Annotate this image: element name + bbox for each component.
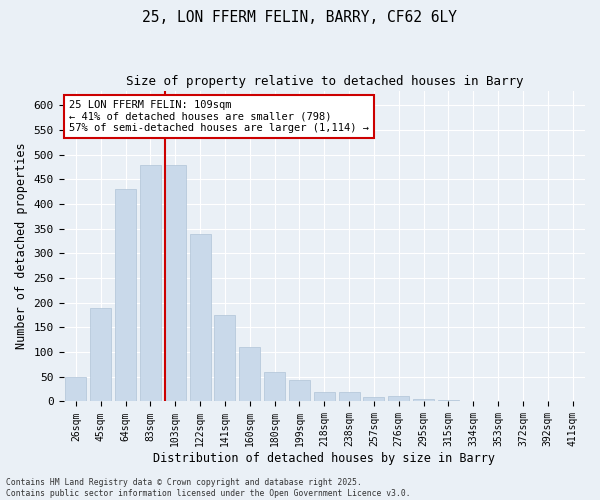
- Bar: [338, 392, 359, 402]
- Bar: [165, 164, 186, 402]
- Bar: [314, 392, 335, 402]
- Text: Contains HM Land Registry data © Crown copyright and database right 2025.
Contai: Contains HM Land Registry data © Crown c…: [6, 478, 410, 498]
- Bar: [438, 400, 459, 402]
- Bar: [214, 315, 235, 402]
- Bar: [388, 396, 409, 402]
- Text: 25 LON FFERM FELIN: 109sqm
← 41% of detached houses are smaller (798)
57% of sem: 25 LON FFERM FELIN: 109sqm ← 41% of deta…: [69, 100, 369, 133]
- Bar: [364, 396, 385, 402]
- Y-axis label: Number of detached properties: Number of detached properties: [15, 142, 28, 350]
- Bar: [239, 347, 260, 402]
- Bar: [289, 380, 310, 402]
- Bar: [65, 377, 86, 402]
- Bar: [90, 308, 112, 402]
- Bar: [413, 399, 434, 402]
- X-axis label: Distribution of detached houses by size in Barry: Distribution of detached houses by size …: [153, 452, 495, 465]
- Text: 25, LON FFERM FELIN, BARRY, CF62 6LY: 25, LON FFERM FELIN, BARRY, CF62 6LY: [143, 10, 458, 25]
- Bar: [115, 190, 136, 402]
- Bar: [190, 234, 211, 402]
- Bar: [140, 164, 161, 402]
- Bar: [264, 372, 285, 402]
- Title: Size of property relative to detached houses in Barry: Size of property relative to detached ho…: [125, 75, 523, 88]
